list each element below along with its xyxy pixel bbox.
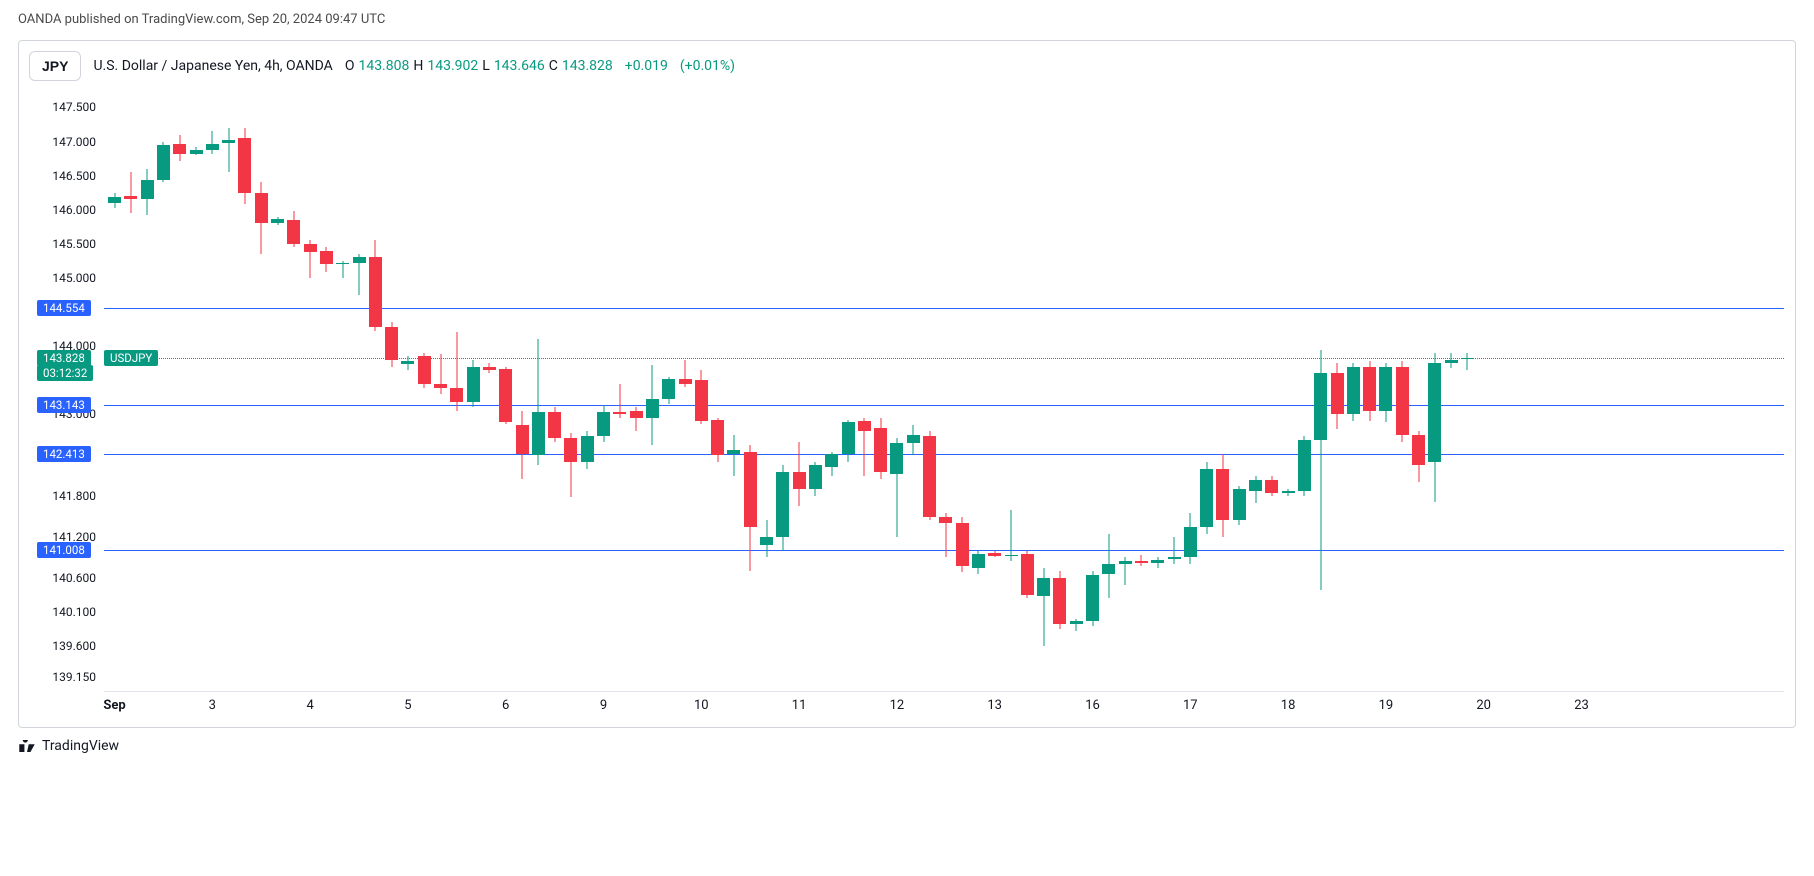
x-tick-label: 11 — [792, 698, 807, 713]
x-tick-label: 20 — [1476, 698, 1491, 713]
price-line — [104, 405, 1784, 406]
price-line-label: 143.143 — [37, 397, 91, 413]
price-line — [104, 454, 1784, 455]
x-tick-label: Sep — [103, 698, 125, 713]
x-tick-label: 10 — [694, 698, 709, 713]
y-tick-label: 147.500 — [52, 100, 96, 114]
tradingview-watermark: TradingView — [18, 738, 119, 754]
y-tick-label: 140.600 — [52, 571, 96, 585]
price-line-label: 144.554 — [37, 300, 91, 316]
x-tick-label: 5 — [404, 698, 411, 713]
y-tick-label: 139.600 — [52, 639, 96, 653]
chart-plot-area[interactable]: USDJPY — [104, 87, 1784, 687]
price-line-label: 141.008 — [37, 542, 91, 558]
last-price-line — [104, 358, 1784, 359]
y-tick-label: 141.800 — [52, 489, 96, 503]
x-tick-label: 4 — [306, 698, 313, 713]
x-tick-label: 16 — [1085, 698, 1100, 713]
price-change-pct: (+0.01%) — [680, 58, 735, 74]
y-tick-label: 146.500 — [52, 169, 96, 183]
price-line — [104, 308, 1784, 309]
symbol-description: U.S. Dollar / Japanese Yen, 4h, OANDA — [93, 58, 332, 74]
y-tick-label: 146.000 — [52, 203, 96, 217]
x-tick-label: 23 — [1574, 698, 1589, 713]
price-line — [104, 550, 1784, 551]
attribution-text: OANDA published on TradingView.com, Sep … — [18, 12, 385, 27]
tradingview-logo-icon — [18, 740, 36, 752]
x-tick-label: 19 — [1379, 698, 1394, 713]
x-tick-label: 18 — [1281, 698, 1296, 713]
price-line-label: 142.413 — [37, 446, 91, 462]
y-tick-label: 139.150 — [52, 670, 96, 684]
x-tick-label: 9 — [600, 698, 607, 713]
y-tick-label: 140.100 — [52, 605, 96, 619]
countdown-label: 03:12:32 — [37, 365, 93, 381]
price-change: +0.019 — [625, 58, 668, 74]
x-tick-label: 13 — [987, 698, 1002, 713]
y-tick-label: 145.000 — [52, 271, 96, 285]
x-tick-label: 3 — [209, 698, 216, 713]
chart-panel: JPY U.S. Dollar / Japanese Yen, 4h, OAND… — [18, 40, 1796, 728]
chart-header: JPY U.S. Dollar / Japanese Yen, 4h, OAND… — [29, 51, 735, 81]
y-tick-label: 145.500 — [52, 237, 96, 251]
currency-button[interactable]: JPY — [29, 51, 81, 81]
ohlc-values: O143.808 H143.902 L143.646 C143.828 — [345, 58, 613, 74]
y-axis: 147.500 147.000 146.500 146.000 145.500 145.0… — [19, 87, 104, 687]
x-tick-label: 12 — [890, 698, 905, 713]
x-tick-label: 6 — [502, 698, 509, 713]
x-tick-label: 17 — [1183, 698, 1198, 713]
last-price-label: 143.828 — [37, 350, 91, 366]
x-axis: Sep 3 4 5 6 9 10 11 12 13 16 17 18 19 20 23 — [104, 691, 1784, 721]
pair-label: USDJPY — [104, 350, 158, 366]
y-tick-label: 147.000 — [52, 135, 96, 149]
